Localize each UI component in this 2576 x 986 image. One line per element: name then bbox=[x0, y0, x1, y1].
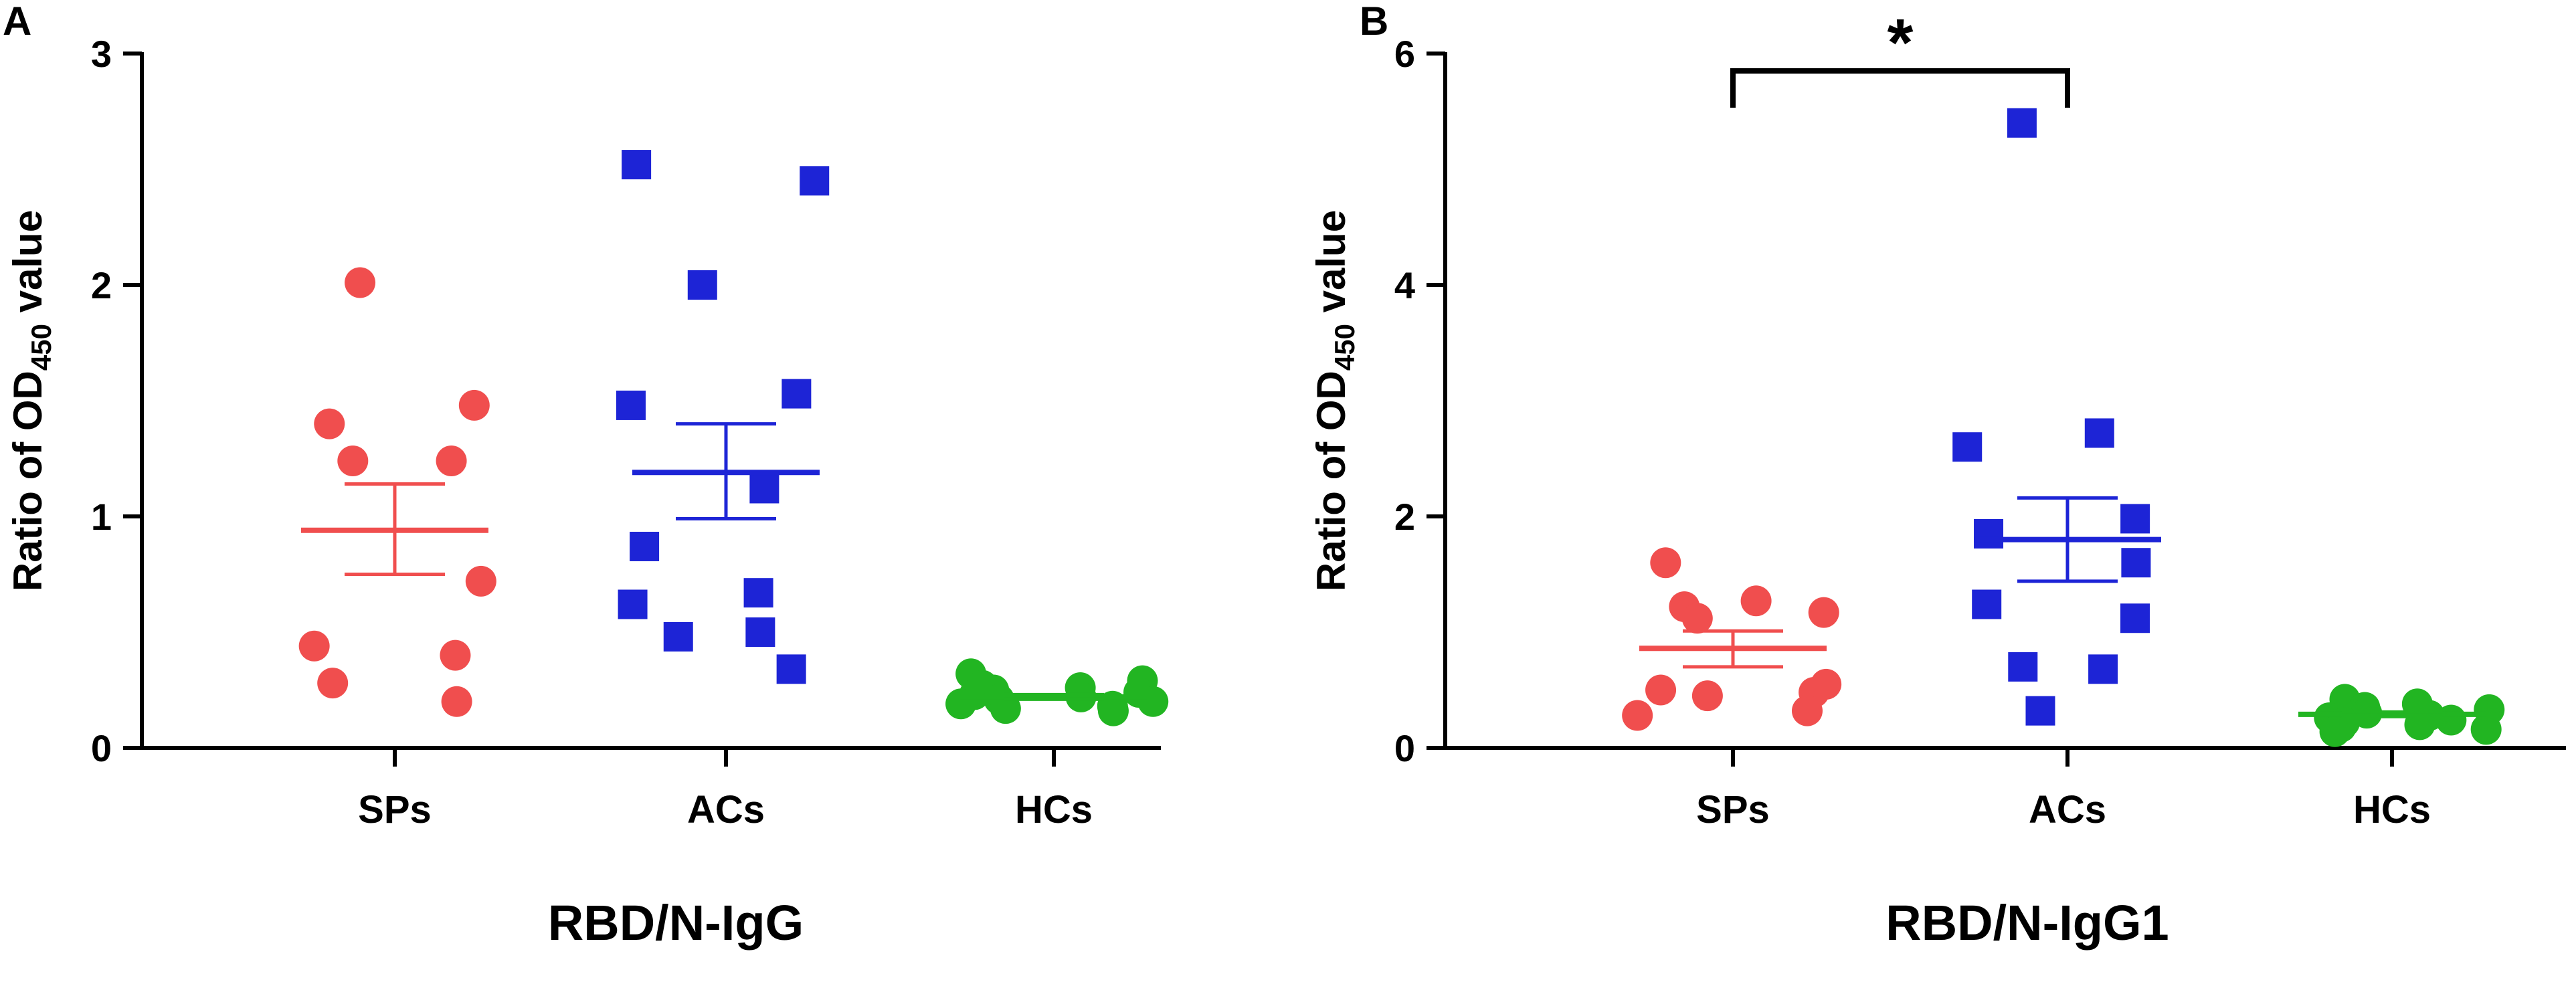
data-point-circle bbox=[1097, 695, 1129, 726]
data-point-circle bbox=[458, 389, 490, 421]
data-point-square bbox=[2008, 652, 2038, 682]
data-point-square bbox=[2120, 504, 2150, 534]
x-tick-label: SPs bbox=[1696, 788, 1770, 831]
data-point-circle bbox=[1808, 597, 1839, 628]
data-point-square bbox=[2121, 548, 2151, 578]
data-point-circle bbox=[298, 630, 330, 662]
data-point-circle bbox=[440, 639, 471, 671]
panel-label: B bbox=[1360, 0, 1388, 43]
x-axis-label: RBD/N-IgG bbox=[548, 895, 804, 951]
significance-marker: * bbox=[1888, 5, 1914, 80]
data-point-square bbox=[663, 621, 693, 652]
data-point-square bbox=[622, 150, 652, 180]
data-point-square bbox=[2084, 418, 2114, 448]
data-point-square bbox=[687, 270, 717, 300]
data-point-circle bbox=[337, 445, 369, 476]
data-point-circle bbox=[317, 668, 349, 699]
data-point-circle bbox=[1791, 695, 1823, 726]
y-tick-label: 4 bbox=[1394, 264, 1415, 306]
data-point-square bbox=[2025, 696, 2055, 726]
data-point-square bbox=[776, 654, 806, 684]
x-tick-label: ACs bbox=[2029, 788, 2106, 831]
x-tick-label: HCs bbox=[2353, 788, 2431, 831]
y-tick-label: 2 bbox=[1394, 496, 1415, 538]
data-point-circle bbox=[1137, 686, 1169, 717]
panel-b: B 0 2 4 6 Ratio of OD450 value SPs ACs HCs RBD/N-… bbox=[1309, 0, 2566, 951]
data-point-circle bbox=[1622, 700, 1653, 731]
data-point-square bbox=[2120, 603, 2150, 633]
data-point-circle bbox=[345, 267, 376, 298]
data-point-square bbox=[616, 390, 646, 420]
data-point-square bbox=[2007, 108, 2037, 138]
y-tick-label: 2 bbox=[91, 264, 112, 306]
data-point-square bbox=[630, 531, 660, 561]
data-point-circle bbox=[2319, 716, 2351, 747]
data-point-square bbox=[800, 166, 830, 196]
data-point-circle bbox=[2470, 714, 2502, 745]
data-point-square bbox=[2088, 654, 2118, 684]
x-tick-label: SPs bbox=[358, 788, 432, 831]
panel-a: A 0 1 2 3 Ratio of OD450 value SPs ACs HCs RBD/N-… bbox=[3, 0, 1169, 951]
data-point-circle bbox=[1650, 547, 1681, 579]
data-point-square bbox=[745, 617, 775, 647]
data-point-circle bbox=[465, 565, 496, 597]
data-point-square bbox=[743, 578, 773, 608]
data-point-circle bbox=[945, 688, 977, 720]
data-point-square bbox=[749, 474, 779, 504]
y-tick-label: 1 bbox=[91, 496, 112, 538]
x-tick-label: ACs bbox=[687, 788, 765, 831]
x-tick-label: HCs bbox=[1015, 788, 1093, 831]
data-point-circle bbox=[441, 686, 472, 717]
x-axis-label: RBD/N-IgG1 bbox=[1885, 895, 2169, 951]
y-axis-label: Ratio of OD450 value bbox=[1309, 210, 1360, 591]
data-point-circle bbox=[314, 408, 345, 439]
data-point-circle bbox=[2435, 704, 2467, 736]
data-point-circle bbox=[1645, 674, 1677, 706]
data-point-square bbox=[1952, 432, 1983, 462]
y-tick-label: 0 bbox=[1394, 727, 1415, 769]
data-point-square bbox=[1972, 589, 2002, 619]
y-tick-label: 0 bbox=[91, 727, 112, 769]
data-point-square bbox=[618, 589, 648, 619]
y-tick-label: 3 bbox=[91, 33, 112, 75]
data-point-circle bbox=[1681, 603, 1713, 634]
data-point-circle bbox=[1740, 585, 1772, 617]
data-point-circle bbox=[436, 445, 467, 476]
data-point-circle bbox=[1691, 680, 1723, 712]
y-tick-label: 6 bbox=[1394, 33, 1415, 75]
y-axis-label: Ratio of OD450 value bbox=[5, 210, 57, 591]
significance-bracket bbox=[1730, 68, 2070, 108]
data-point-square bbox=[781, 379, 812, 409]
data-point-square bbox=[1974, 518, 2004, 549]
panel-label: A bbox=[3, 0, 31, 43]
